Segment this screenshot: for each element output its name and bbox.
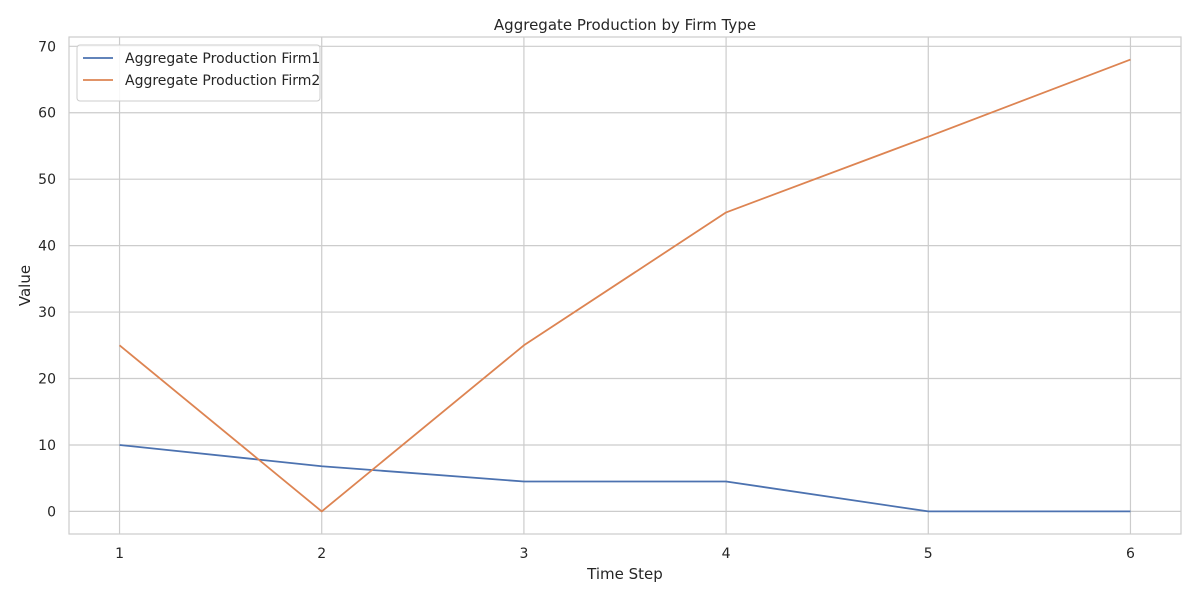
x-tick-labels: 1 2 3 4 5 6 [115,546,1135,562]
y-tick-label: 70 [38,39,56,55]
y-tick-label: 50 [38,172,56,188]
y-tick-label: 60 [38,106,56,122]
x-tick-label: 2 [317,546,326,562]
y-tick-label: 10 [38,438,56,454]
y-tick-labels: 0 10 20 30 40 50 60 70 [38,39,56,520]
legend: Aggregate Production Firm1 Aggregate Prod… [76,44,321,102]
x-tick-label: 3 [519,546,528,562]
x-tick-label: 1 [115,546,124,562]
x-tick-label: 5 [924,546,933,562]
legend-label: Aggregate Production Firm2 [125,73,320,89]
series-lines [118,58,1131,513]
legend-label: Aggregate Production Firm1 [125,51,320,67]
grid [69,37,1181,534]
x-axis-label: Time Step [586,565,663,583]
y-axis-label: Value [16,265,34,306]
y-tick-label: 40 [38,239,56,255]
y-tick-label: 20 [38,372,56,388]
series-line-1 [119,444,1131,513]
series-line-2 [118,58,1131,513]
x-tick-label: 6 [1126,546,1135,562]
y-tick-label: 30 [38,305,56,321]
plot-frame [68,36,1182,535]
y-tick-label: 0 [47,504,56,520]
x-tick-label: 4 [722,546,731,562]
chart-title: Aggregate Production by Firm Type [494,16,756,34]
legend-box [76,44,321,102]
